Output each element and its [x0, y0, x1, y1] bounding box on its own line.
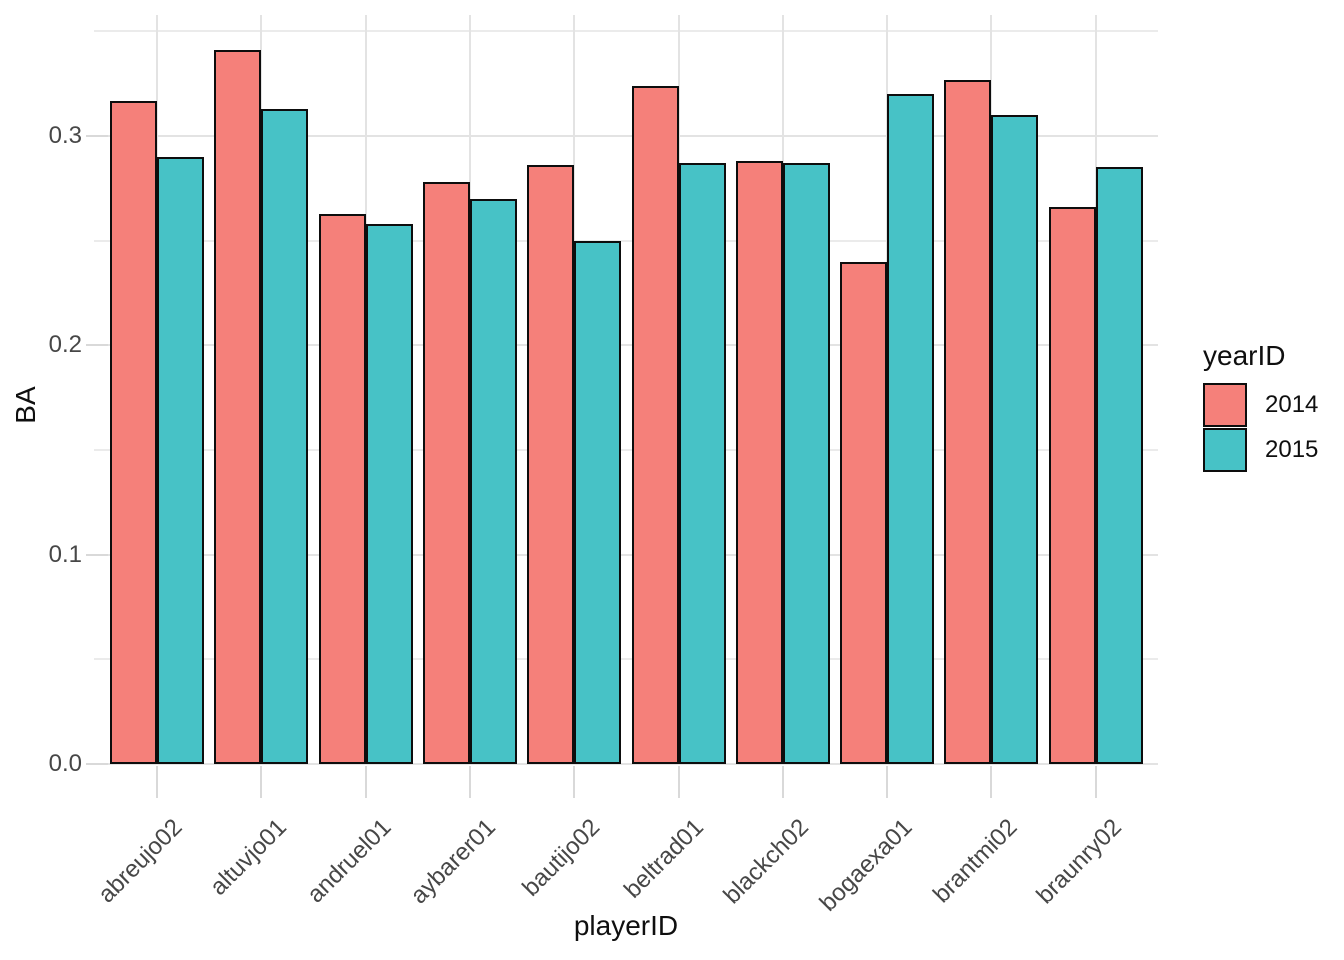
y-tick-label-0.1: 0.1 — [48, 540, 82, 568]
y-tick-label-0.3: 0.3 — [48, 122, 82, 150]
gridline-y-0.0 — [94, 763, 1158, 765]
x-tick-label-aybarer01: aybarer01 — [405, 813, 501, 910]
gridline-y-0.3 — [94, 135, 1158, 138]
legend: yearID 2014 2015 — [1203, 341, 1318, 473]
y-axis-title: BA — [10, 386, 41, 424]
legend-key-2014 — [1203, 383, 1247, 427]
x-tick-bogaexa01 — [886, 766, 889, 798]
bar-2014-brantmi02 — [944, 79, 992, 764]
gridline-y-minor-0.05 — [94, 658, 1158, 661]
x-tick-altuvjo01 — [260, 766, 263, 798]
legend-label-2014: 2014 — [1265, 391, 1319, 418]
bar-2015-brantmi02 — [991, 115, 1039, 764]
bar-2014-aybarer01 — [422, 182, 470, 764]
bar-2015-aybarer01 — [469, 198, 517, 764]
gridline-y-minor-0.25 — [94, 239, 1158, 242]
bar-2014-bogaexa01 — [840, 261, 888, 764]
bar-2014-beltrad01 — [631, 85, 679, 764]
x-tick-label-blackch02: blackch02 — [718, 813, 814, 910]
bar-2014-braunry02 — [1048, 207, 1096, 764]
plot-panel — [94, 15, 1158, 765]
bar-2015-bautijo02 — [574, 240, 622, 764]
bar-2015-braunry02 — [1095, 167, 1143, 764]
y-tick-0.2 — [86, 344, 108, 347]
gridline-y-minor-0.35 — [94, 30, 1158, 33]
legend-item-2015: 2015 — [1203, 428, 1318, 472]
x-tick-label-abreujo02: abreujo02 — [93, 813, 188, 909]
gridline-y-0.2 — [94, 344, 1158, 347]
x-tick-aybarer01 — [468, 766, 471, 798]
x-tick-beltrad01 — [677, 766, 680, 798]
bar-2015-blackch02 — [782, 163, 830, 764]
gridline-y-0.1 — [94, 553, 1158, 556]
bar-2014-andruel01 — [318, 213, 366, 764]
bar-2015-altuvjo01 — [261, 108, 309, 764]
x-tick-blackch02 — [781, 766, 784, 798]
x-tick-label-brantmi02: brantmi02 — [927, 813, 1023, 909]
legend-key-2015 — [1203, 428, 1247, 472]
x-tick-label-braunry02: braunry02 — [1030, 813, 1127, 910]
x-tick-label-andruel01: andruel01 — [301, 813, 397, 909]
bar-2015-andruel01 — [365, 224, 413, 764]
bar-2014-abreujo02 — [110, 100, 157, 764]
y-tick-label-0.2: 0.2 — [48, 331, 82, 359]
bar-2015-bogaexa01 — [887, 94, 935, 764]
bar-2015-abreujo02 — [157, 157, 204, 764]
x-tick-braunry02 — [1094, 766, 1097, 798]
x-tick-label-bautijo02: bautijo02 — [517, 813, 606, 902]
x-tick-label-beltrad01: beltrad01 — [619, 813, 710, 904]
y-tick-0.1 — [86, 553, 108, 556]
legend-item-2014: 2014 — [1203, 383, 1318, 427]
gridline-y-minor-0.15 — [94, 449, 1158, 452]
x-tick-label-bogaexa01: bogaexa01 — [814, 813, 918, 917]
bar-2014-bautijo02 — [527, 165, 575, 764]
bar-2014-blackch02 — [735, 161, 783, 764]
x-axis-title: playerID — [573, 910, 679, 941]
x-tick-abreujo02 — [156, 766, 158, 798]
x-tick-andruel01 — [364, 766, 367, 798]
y-tick-0.3 — [86, 135, 108, 138]
x-tick-brantmi02 — [990, 766, 993, 798]
y-tick-0.0 — [86, 763, 108, 765]
x-tick-bautijo02 — [573, 766, 576, 798]
x-tick-label-altuvjo01: altuvjo01 — [205, 813, 293, 901]
legend-title: yearID — [1203, 340, 1286, 371]
legend-label-2015: 2015 — [1265, 436, 1319, 463]
bar-2014-altuvjo01 — [214, 50, 262, 764]
y-tick-label-0.0: 0.0 — [48, 750, 82, 777]
bar-2015-beltrad01 — [678, 163, 726, 764]
